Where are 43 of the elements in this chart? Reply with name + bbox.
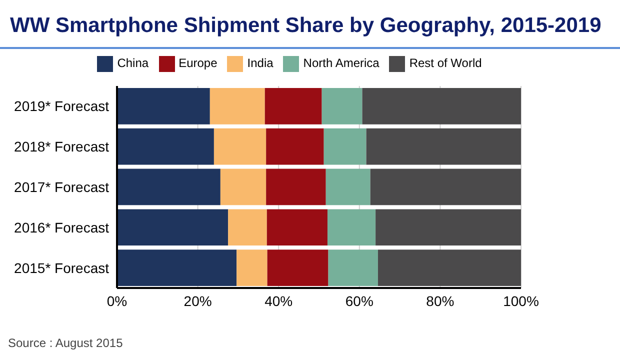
bar (370, 168, 521, 206)
bar (322, 88, 362, 124)
y-tick-label: 2018* Forecast (14, 138, 110, 155)
x-tick-label: 20% (184, 292, 212, 309)
bar (376, 209, 521, 246)
bar (117, 168, 220, 206)
y-tick-label: 2017* Forecast (14, 178, 110, 195)
bar (326, 168, 370, 206)
y-tick-label: 2016* Forecast (14, 219, 110, 236)
legend-label: Europe (178, 56, 218, 70)
legend-label: North America (303, 56, 380, 70)
bar (264, 88, 322, 124)
bar (236, 250, 268, 286)
bar (210, 88, 265, 124)
bar (328, 250, 378, 286)
x-tick-label: 60% (345, 292, 374, 309)
y-tick-label: 2019* Forecast (14, 98, 110, 114)
x-tick-label: 0% (106, 292, 128, 309)
legend-label: India (247, 56, 274, 70)
x-tick-label: 100% (503, 292, 539, 309)
bar (366, 128, 521, 165)
bar (266, 168, 326, 206)
y-tick-label: 2015* Forecast (14, 260, 110, 276)
bar (220, 168, 266, 206)
bar (378, 250, 521, 286)
bar (267, 250, 328, 286)
bar (117, 209, 228, 246)
bar (117, 88, 210, 124)
bar (228, 209, 267, 246)
x-tick-label: 40% (264, 292, 293, 309)
bar (324, 128, 366, 165)
x-tick-label: 80% (426, 292, 454, 309)
bar (362, 88, 521, 124)
bar (327, 209, 376, 246)
bar (266, 128, 324, 165)
bar (117, 250, 237, 286)
chart-title: WW Smartphone Shipment Share by Geography, 2015-2019 (10, 14, 602, 38)
bar (117, 128, 214, 165)
source-note: Source : August 2015 (8, 336, 123, 350)
legend-label: Rest of World (409, 56, 482, 70)
bar (214, 128, 266, 165)
legend-label: China (117, 56, 149, 70)
bar (266, 209, 328, 246)
